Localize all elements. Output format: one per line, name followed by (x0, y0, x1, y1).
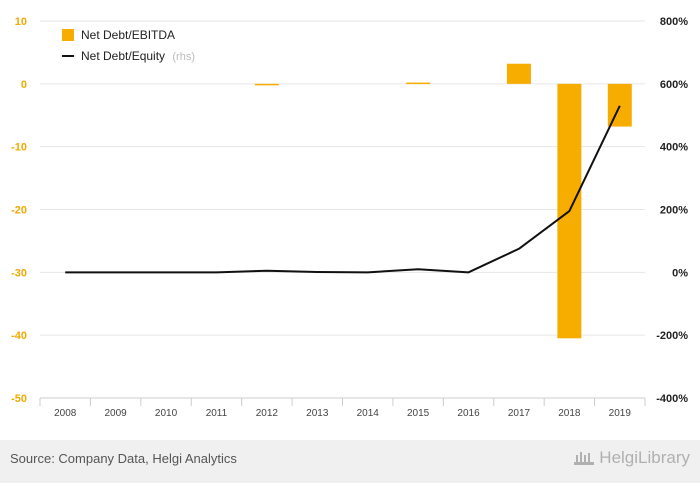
legend-label-line-text: Net Debt/Equity (81, 49, 165, 63)
chart-svg: 10 0 -10 -20 -30 -40 -50 800% 600% 400% 200% 0% -200… (11, 16, 688, 419)
y-right-tick-label: -200% (656, 330, 688, 342)
grid-lines (40, 20, 645, 399)
bar (607, 83, 632, 127)
line-series (65, 105, 621, 274)
brand-name: HelgiLibrary (599, 448, 690, 467)
y-left-tick-label: 0 (21, 79, 27, 91)
y-left-tick-label: -40 (11, 330, 27, 342)
legend-swatch-bar (62, 29, 74, 41)
legend-label-line: Net Debt/Equity (rhs) (81, 49, 195, 63)
y-left-tick-label: -10 (11, 142, 27, 154)
legend-label-bar: Net Debt/EBITDA (81, 28, 175, 42)
x-tick-label: 2016 (457, 408, 480, 419)
y-right-tick-label: 600% (660, 79, 688, 91)
bar-series (254, 63, 632, 339)
y-left-tick-label: 10 (15, 16, 27, 28)
x-tick-label: 2010 (155, 408, 178, 419)
y-right-tick-label: -400% (656, 393, 688, 405)
y-left-tick-label: -30 (11, 267, 27, 279)
y-right-tick-label: 800% (660, 16, 688, 28)
bar (506, 63, 531, 84)
x-tick-label: 2014 (357, 408, 380, 419)
x-tick-label: 2009 (105, 408, 128, 419)
x-tick-label: 2008 (54, 408, 77, 419)
legend: Net Debt/EBITDA Net Debt/Equity (rhs) (62, 28, 195, 63)
x-tick-label: 2013 (306, 408, 329, 419)
y-left-tick-label: -20 (11, 205, 27, 217)
y-right-tick-label: 200% (660, 205, 688, 217)
x-tick-label: 2011 (206, 408, 228, 419)
bar (254, 83, 279, 86)
bar (406, 82, 431, 85)
axes: 10 0 -10 -20 -30 -40 -50 800% 600% 400% 200% 0% -200… (11, 16, 688, 419)
x-tick-label: 2015 (407, 408, 430, 419)
y-left-tick-label: -50 (11, 393, 27, 405)
footer: Source: Company Data, Helgi Analytics He… (0, 440, 700, 483)
x-tick-label: 2017 (508, 408, 531, 419)
y-right-tick-label: 400% (660, 142, 688, 154)
series-line (65, 105, 621, 274)
source-text: Source: Company Data, Helgi Analytics (10, 451, 237, 466)
brand-logo: HelgiLibrary (573, 448, 690, 468)
legend-label-line-suffix: (rhs) (172, 51, 195, 63)
x-tick-label: 2019 (609, 408, 632, 419)
y-right-tick-label: 0% (672, 267, 688, 279)
x-tick-label: 2018 (558, 408, 581, 419)
x-tick-label: 2012 (256, 408, 279, 419)
chart-container: 10 0 -10 -20 -30 -40 -50 800% 600% 400% 200% 0% -200… (11, 16, 688, 419)
library-icon (574, 452, 595, 465)
